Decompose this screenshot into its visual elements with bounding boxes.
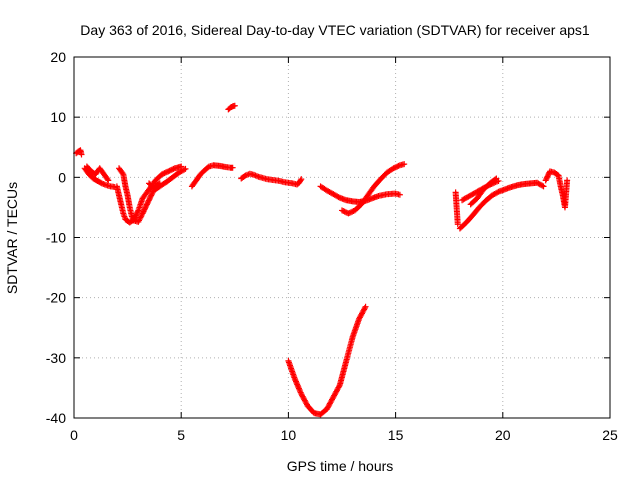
y-tick-label: 0: [58, 169, 66, 185]
data-point: [182, 165, 189, 172]
y-tick-label: -40: [46, 410, 66, 426]
y-tick-label: 10: [50, 109, 66, 125]
data-point: [401, 161, 408, 168]
data-point: [105, 177, 112, 184]
data-point: [336, 383, 343, 390]
x-tick-label: 5: [177, 427, 185, 443]
x-axis-label: GPS time / hours: [287, 458, 394, 474]
data-point: [454, 221, 461, 228]
data-point: [134, 208, 141, 215]
data-points: [73, 102, 571, 418]
data-point: [492, 176, 499, 183]
data-point: [298, 176, 305, 183]
grid: [74, 57, 610, 418]
data-point: [564, 177, 571, 184]
data-point: [539, 182, 546, 189]
data-point: [362, 303, 369, 310]
x-tick-label: 15: [388, 427, 404, 443]
y-tick-label: -20: [46, 290, 66, 306]
data-point: [104, 176, 111, 183]
data-point: [395, 162, 402, 169]
data-point: [181, 166, 188, 173]
x-tick-label: 25: [602, 427, 618, 443]
data-point: [361, 305, 368, 312]
y-tick-label: -30: [46, 350, 66, 366]
data-point: [297, 177, 304, 184]
x-tick-label: 0: [70, 427, 78, 443]
data-point: [229, 164, 236, 171]
data-point: [493, 175, 500, 182]
data-point: [231, 102, 238, 109]
y-axis-label: SDTVAR / TECUs: [4, 182, 20, 294]
x-tick-label: 10: [281, 427, 297, 443]
y-tick-label: 20: [50, 49, 66, 65]
y-tick-label: -10: [46, 230, 66, 246]
x-tick-label: 20: [495, 427, 511, 443]
data-point: [119, 170, 126, 177]
axis-ticks: 0 5 10 15 20 25 -40 -30 -20 -10 0 10 20: [46, 49, 618, 443]
chart-title: Day 363 of 2016, Sidereal Day-to-day VTE…: [80, 22, 590, 38]
data-point: [78, 151, 85, 158]
data-point: [540, 183, 547, 190]
data-point: [396, 191, 403, 198]
